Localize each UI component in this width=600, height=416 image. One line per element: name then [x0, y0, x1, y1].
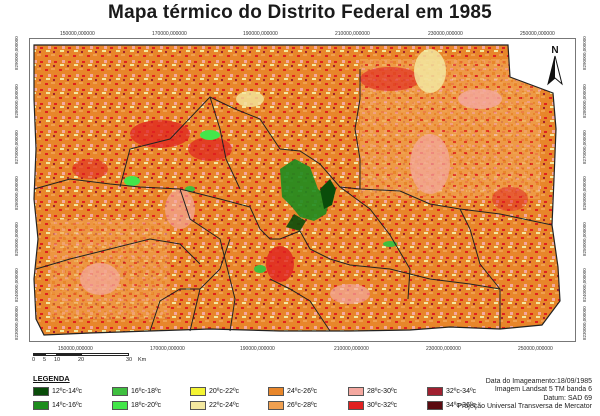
legend-swatch	[427, 400, 443, 410]
top-tick-label: 150000,000000	[60, 31, 95, 37]
legend-label: 32ºc-34ºc	[446, 387, 477, 395]
legend-swatch	[112, 386, 128, 396]
north-arrow-icon: N	[547, 45, 563, 86]
meta-datum: Datum: SAD 69	[543, 394, 592, 402]
left-tick-label: 8230000,000000	[14, 306, 19, 340]
legend-swatch	[427, 386, 443, 396]
right-tick-label: 8270000,000000	[582, 130, 587, 164]
right-tick-label: 8260000,000000	[582, 176, 587, 210]
top-tick-label: 250000,000000	[520, 31, 555, 37]
legend-item: 34ºc-36ºc	[427, 400, 476, 410]
legend-swatch	[112, 400, 128, 410]
top-tick-label: 230000,000000	[428, 31, 463, 37]
top-tick-label: 210000,000000	[335, 31, 370, 37]
scale-bar	[33, 353, 133, 356]
legend-label: 30ºc-32ºc	[367, 401, 398, 409]
north-label: N	[551, 45, 558, 56]
right-coordinate-axis: 8290000,000000 8280000,000000 8270000,00…	[582, 36, 590, 340]
legend-title: LEGENDA	[33, 374, 70, 383]
legend-swatch	[190, 400, 206, 410]
legend-label: 14ºc-16ºc	[52, 401, 83, 409]
left-tick-label: 8290000,000000	[14, 36, 19, 70]
legend-label: 12ºc-14ºc	[52, 387, 83, 395]
legend-label: 24ºc-26ºc	[287, 387, 318, 395]
legend-item: 24ºc-26ºc	[268, 386, 317, 396]
legend-label: 20ºc-22ºc	[209, 387, 240, 395]
scale-segment	[33, 353, 45, 356]
bottom-tick-label: 170000,000000	[150, 346, 185, 352]
legend-item: 26ºc-28ºc	[268, 400, 317, 410]
left-tick-label: 8250000,000000	[14, 222, 19, 256]
legend-swatch	[268, 386, 284, 396]
legend-label: 28ºc-30ºc	[367, 387, 398, 395]
legend-swatch	[33, 386, 49, 396]
scale-unit: Km	[138, 357, 147, 363]
right-tick-label: 8290000,000000	[582, 36, 587, 70]
top-tick-label: 170000,000000	[152, 31, 187, 37]
legend-swatch	[33, 400, 49, 410]
bottom-tick-label: 210000,000000	[334, 346, 369, 352]
legend-swatch	[268, 400, 284, 410]
top-tick-label: 190000,000000	[243, 31, 278, 37]
legend-swatch	[348, 386, 364, 396]
map-metadata: Data do Imageamento:18/09/1985 Imagem La…	[457, 378, 592, 412]
left-tick-label: 8270000,000000	[14, 130, 19, 164]
legend-item: 16ºc-18ºc	[112, 386, 161, 396]
scale-label: 0	[32, 357, 36, 363]
bottom-tick-label: 190000,000000	[240, 346, 275, 352]
legend-item: 18ºc-20ºc	[112, 400, 161, 410]
scale-segment	[45, 353, 57, 356]
legend-label: 16ºc-18ºc	[131, 387, 162, 395]
scale-segment	[81, 353, 129, 356]
legend-label: 34ºc-36ºc	[446, 401, 477, 409]
left-tick-label: 8260000,000000	[14, 176, 19, 210]
legend-swatch	[190, 386, 206, 396]
bottom-tick-label: 230000,000000	[426, 346, 461, 352]
scale-label: 20	[78, 357, 85, 363]
legend-label: 22ºc-24ºc	[209, 401, 240, 409]
bottom-tick-label: 150000,000000	[58, 346, 93, 352]
map-title: Mapa térmico do Distrito Federal em 1985	[108, 2, 492, 23]
legend-item: 20ºc-22ºc	[190, 386, 239, 396]
left-coordinate-axis: 8290000,000000 8280000,000000 8270000,00…	[14, 36, 22, 340]
right-tick-label: 8280000,000000	[582, 84, 587, 118]
left-tick-label: 8280000,000000	[14, 84, 19, 118]
legend-label: 18ºc-20ºc	[131, 401, 162, 409]
meta-image: Imagem Landsat 5 TM banda 6	[494, 386, 592, 394]
right-tick-label: 8250000,000000	[582, 222, 587, 256]
legend-item: 30ºc-32ºc	[348, 400, 397, 410]
scale-label: 5	[43, 357, 47, 363]
legend-item: 22ºc-24ºc	[190, 400, 239, 410]
right-tick-label: 8230000,000000	[582, 306, 587, 340]
bottom-tick-label: 250000,000000	[518, 346, 553, 352]
legend-item: 32ºc-34ºc	[427, 386, 476, 396]
legend-swatch	[348, 400, 364, 410]
meta-projection: Projeção Universal Transversa de Mercato…	[457, 403, 592, 411]
thermal-map	[33, 44, 561, 336]
scale-label: 10	[54, 357, 61, 363]
legend-label: 26ºc-28ºc	[287, 401, 318, 409]
right-tick-label: 8240000,000000	[582, 268, 587, 302]
scale-label: 30	[126, 357, 133, 363]
map-frame	[29, 38, 576, 342]
legend-item: 28ºc-30ºc	[348, 386, 397, 396]
scale-segment	[57, 353, 81, 356]
legend-item: 14ºc-16ºc	[33, 400, 82, 410]
left-tick-label: 8240000,000000	[14, 268, 19, 302]
meta-date: Data do Imageamento:18/09/1985	[485, 378, 592, 385]
legend-item: 12ºc-14ºc	[33, 386, 82, 396]
